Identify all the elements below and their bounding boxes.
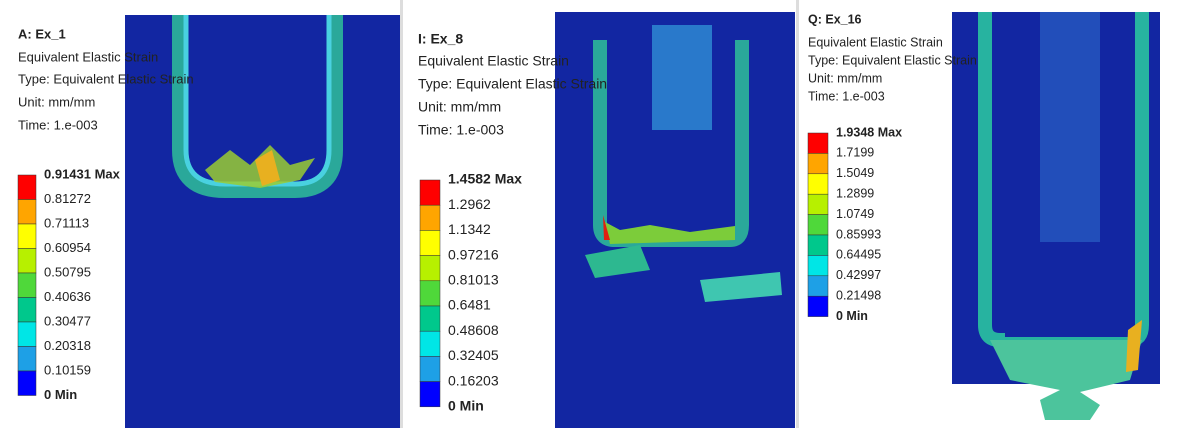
legend-swatch (808, 235, 828, 255)
legend-swatch (420, 306, 440, 331)
panel-info: Type: Equivalent Elastic Strain (808, 53, 977, 67)
legend-label: 1.4582 Max (448, 171, 522, 187)
legend-swatch (18, 371, 36, 396)
legend-swatch (18, 298, 36, 323)
legend-swatch (808, 215, 828, 235)
legend-swatch (18, 224, 36, 249)
legend-swatch (808, 133, 828, 153)
legend-label: 0.97216 (448, 246, 499, 262)
legend-label: 0.30477 (44, 313, 91, 328)
legend-swatch (808, 255, 828, 275)
legend-swatch (420, 382, 440, 407)
legend-label: 0.71113 (44, 215, 89, 230)
panel-info: Equivalent Elastic Strain (808, 35, 943, 49)
legend-swatch (18, 200, 36, 225)
legend-swatch (808, 194, 828, 214)
legend-swatch (420, 205, 440, 230)
legend-swatch (18, 347, 36, 372)
panel-info: Time: 1.e-003 (808, 89, 885, 103)
legend-label: 0.81272 (44, 191, 91, 206)
legend-label: 1.0749 (836, 207, 874, 221)
legend-swatch (420, 331, 440, 356)
panel-info: Time: 1.e-003 (18, 117, 98, 132)
legend-label: 0.6481 (448, 297, 491, 313)
legend-swatch (420, 180, 440, 205)
panel-info: Unit: mm/mm (808, 71, 882, 85)
panel-title: Q: Ex_16 (808, 12, 862, 26)
legend-swatch (18, 249, 36, 274)
legend-swatch (420, 356, 440, 381)
legend-label: 0.10159 (44, 362, 91, 377)
legend-label: 0.21498 (836, 288, 881, 302)
legend-swatch (420, 256, 440, 281)
legend-swatch (420, 281, 440, 306)
panel-title: I: Ex_8 (418, 31, 463, 47)
legend-label: 0.40636 (44, 289, 91, 304)
legend-label: 0.60954 (44, 240, 91, 255)
legend-label: 0.81013 (448, 272, 499, 288)
panel-info: Type: Equivalent Elastic Strain (18, 71, 194, 86)
panel-title: A: Ex_1 (18, 26, 66, 41)
legend-label: 0 Min (44, 387, 77, 402)
panel-info: Unit: mm/mm (18, 94, 95, 109)
legend-label: 0.16203 (448, 372, 499, 388)
legend-swatch (808, 276, 828, 296)
legend-label: 1.2962 (448, 196, 491, 212)
legend-label: 1.2899 (836, 186, 874, 200)
panel-info: Equivalent Elastic Strain (418, 53, 569, 69)
page: A: Ex_1 Equivalent Elastic Strain Type: Eq… (0, 0, 1203, 428)
legend-swatch (18, 175, 36, 200)
legend-label: 0.91431 Max (44, 166, 121, 181)
legend-swatch (808, 174, 828, 194)
legend-label: 0.32405 (448, 347, 499, 363)
panel-info: Unit: mm/mm (418, 99, 501, 115)
legend-swatch (18, 322, 36, 347)
legend-label: 0.20318 (44, 338, 91, 353)
legend-label: 0 Min (448, 398, 484, 414)
legend-swatch (808, 153, 828, 173)
legend-label: 0.42997 (836, 268, 881, 282)
legend-swatch (18, 273, 36, 298)
panel-info: Time: 1.e-003 (418, 122, 504, 138)
legend-label: 0 Min (836, 309, 868, 323)
legend-label: 1.7199 (836, 146, 874, 160)
legend-label: 0.85993 (836, 227, 881, 241)
legend-swatch (420, 230, 440, 255)
legend-label: 1.5049 (836, 166, 874, 180)
legend-swatch (808, 296, 828, 316)
legend-label: 0.48608 (448, 322, 499, 338)
legend-label: 0.50795 (44, 264, 91, 279)
legend-label: 0.64495 (836, 248, 881, 262)
screenshot: A: Ex_1 Equivalent Elastic Strain Type: Eq… (0, 0, 1203, 428)
panel-info: Equivalent Elastic Strain (18, 49, 158, 64)
panel-info: Type: Equivalent Elastic Strain (418, 76, 607, 92)
legend-label: 1.1342 (448, 221, 491, 237)
legend-label: 1.9348 Max (836, 125, 902, 139)
